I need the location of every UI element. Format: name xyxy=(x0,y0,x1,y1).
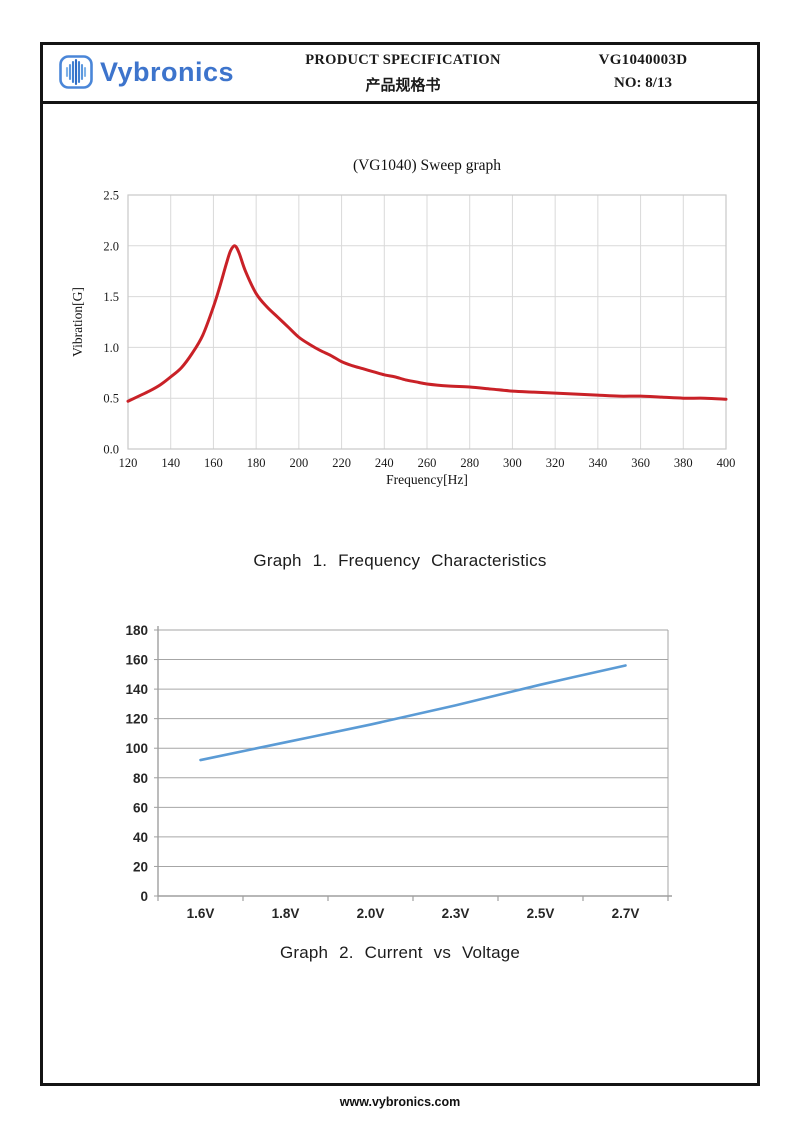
svg-text:2.0: 2.0 xyxy=(103,239,119,253)
svg-text:100: 100 xyxy=(125,741,148,756)
sweep-chart-title: (VG1040) Sweep graph xyxy=(352,157,502,174)
svg-text:1.5: 1.5 xyxy=(103,290,119,304)
footer-website: www.vybronics.com xyxy=(339,1095,461,1109)
svg-text:1.8V: 1.8V xyxy=(272,906,300,921)
header-title-block: PRODUCT SPECIFICATION 产品规格书 xyxy=(278,52,528,95)
svg-text:280: 280 xyxy=(460,456,479,470)
svg-text:300: 300 xyxy=(503,456,522,470)
svg-text:2.5: 2.5 xyxy=(103,189,119,203)
svg-text:0.0: 0.0 xyxy=(103,443,119,457)
svg-text:0: 0 xyxy=(140,889,148,904)
vybronics-logo: Vybronics xyxy=(58,54,234,90)
document-header: Vybronics PRODUCT SPECIFICATION 产品规格书 VG… xyxy=(43,45,757,104)
svg-text:320: 320 xyxy=(546,456,565,470)
waveform-icon xyxy=(59,55,93,89)
svg-text:200: 200 xyxy=(289,456,308,470)
page-frame: Vybronics PRODUCT SPECIFICATION 产品规格书 VG… xyxy=(40,42,760,1086)
svg-text:180: 180 xyxy=(125,623,148,638)
svg-text:240: 240 xyxy=(375,456,394,470)
svg-text:140: 140 xyxy=(125,682,148,697)
svg-text:2.3V: 2.3V xyxy=(442,906,470,921)
graph2-caption: Graph 2. Current vs Voltage xyxy=(279,943,521,962)
svg-text:60: 60 xyxy=(133,800,148,815)
svg-text:2.7V: 2.7V xyxy=(612,906,640,921)
svg-text:360: 360 xyxy=(631,456,650,470)
svg-text:260: 260 xyxy=(418,456,437,470)
svg-text:80: 80 xyxy=(133,771,148,786)
svg-text:0.5: 0.5 xyxy=(103,392,119,406)
header-doc-info: VG1040003D NO: 8/13 xyxy=(558,52,728,92)
svg-text:2.5V: 2.5V xyxy=(527,906,555,921)
brand-name: Vybronics xyxy=(100,56,235,87)
svg-text:1.6V: 1.6V xyxy=(187,906,215,921)
svg-text:140: 140 xyxy=(161,456,180,470)
svg-text:400: 400 xyxy=(717,456,736,470)
svg-text:20: 20 xyxy=(133,859,148,874)
svg-text:120: 120 xyxy=(125,712,148,727)
document-title-chinese: 产品规格书 xyxy=(365,78,441,94)
svg-text:40: 40 xyxy=(133,830,148,845)
svg-text:180: 180 xyxy=(247,456,266,470)
page-number: NO: 8/13 xyxy=(614,75,672,91)
svg-text:2.0V: 2.0V xyxy=(357,906,385,921)
svg-text:1.0: 1.0 xyxy=(103,341,119,355)
svg-text:120: 120 xyxy=(119,456,138,470)
svg-text:340: 340 xyxy=(588,456,607,470)
svg-text:220: 220 xyxy=(332,456,351,470)
document-title: PRODUCT SPECIFICATION xyxy=(305,52,501,68)
current-voltage-chart-canvas: 0 20 40 60 80 100 120 140 160 180 1.6V 1.8V 2.0V 2.3V… xyxy=(125,623,672,921)
svg-text:160: 160 xyxy=(204,456,223,470)
graph1-caption: Graph 1. Frequency Characteristics xyxy=(253,551,547,570)
sweep-chart-x-axis-label: Frequency[Hz] xyxy=(386,472,468,487)
svg-text:380: 380 xyxy=(674,456,693,470)
document-code: VG1040003D xyxy=(598,52,688,68)
sweep-chart-canvas: 0.0 0.5 1.0 1.5 2.0 2.5 120 140 160 180 200 220 240 2… xyxy=(103,189,736,471)
svg-text:160: 160 xyxy=(125,653,148,668)
